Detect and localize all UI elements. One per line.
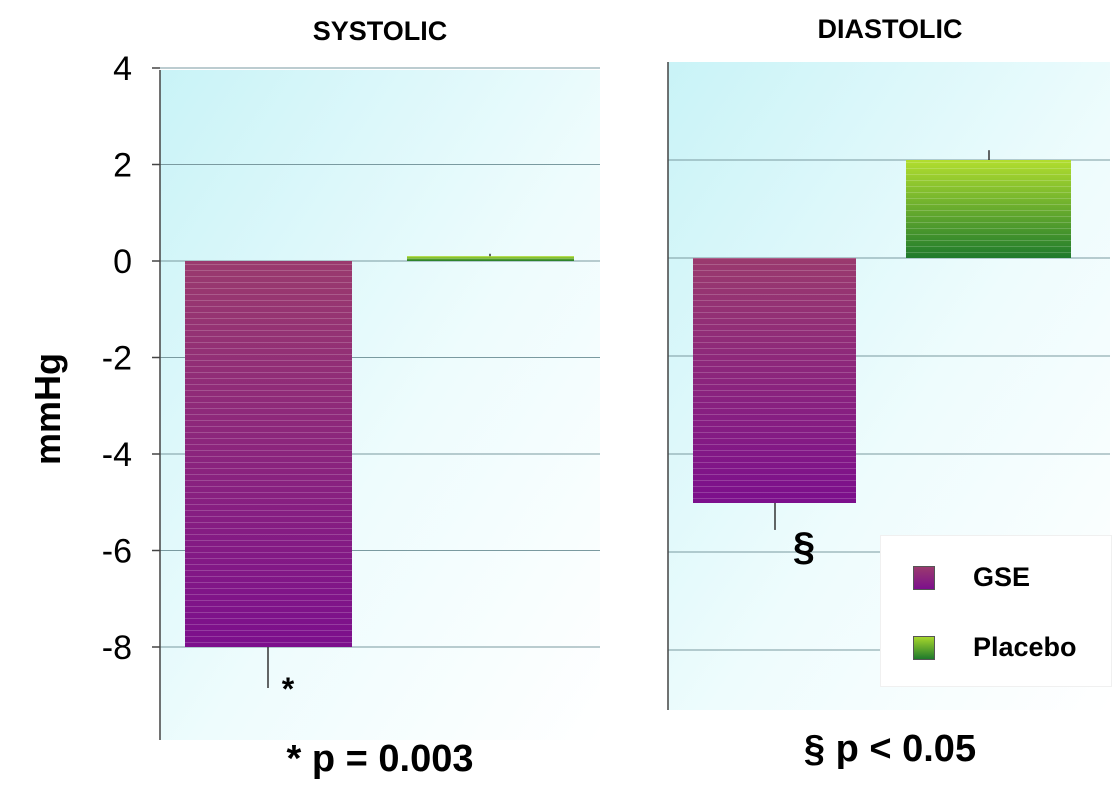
legend-label-gse: GSE	[973, 562, 1031, 592]
y-tick-label: -8	[102, 629, 132, 667]
y-tick-label: 0	[113, 243, 132, 281]
systolic-footnote: * p = 0.003	[286, 738, 474, 780]
systolic-title: SYSTOLIC	[312, 16, 448, 46]
y-tick-label: -4	[102, 436, 132, 474]
diastolic-title: DIASTOLIC	[817, 14, 963, 44]
y-tick-label: -2	[102, 340, 132, 378]
bar-placebo-texture	[906, 160, 1071, 258]
legend-item-gse: GSE	[881, 562, 1030, 593]
systolic-panel: 4 2 0 -2 -4 -6 -8 *	[102, 50, 600, 740]
significance-marker: §	[793, 525, 815, 569]
y-tick-label: 4	[113, 50, 132, 88]
y-tick-label: 2	[113, 147, 132, 185]
y-tick-label: -6	[102, 533, 132, 571]
bar-gse-texture	[693, 258, 856, 503]
legend-swatch-placebo	[913, 635, 935, 660]
y-axis-label: mmHg	[27, 353, 68, 466]
diastolic-footnote: § p < 0.05	[803, 728, 977, 770]
legend-swatch-gse	[913, 565, 935, 590]
legend: GSE Placebo	[880, 535, 1112, 687]
legend-item-placebo: Placebo	[881, 632, 1077, 663]
significance-marker: *	[282, 671, 295, 707]
legend-label-placebo: Placebo	[973, 632, 1077, 662]
bar-gse-texture	[185, 261, 352, 647]
bar-placebo-texture	[407, 256, 574, 261]
